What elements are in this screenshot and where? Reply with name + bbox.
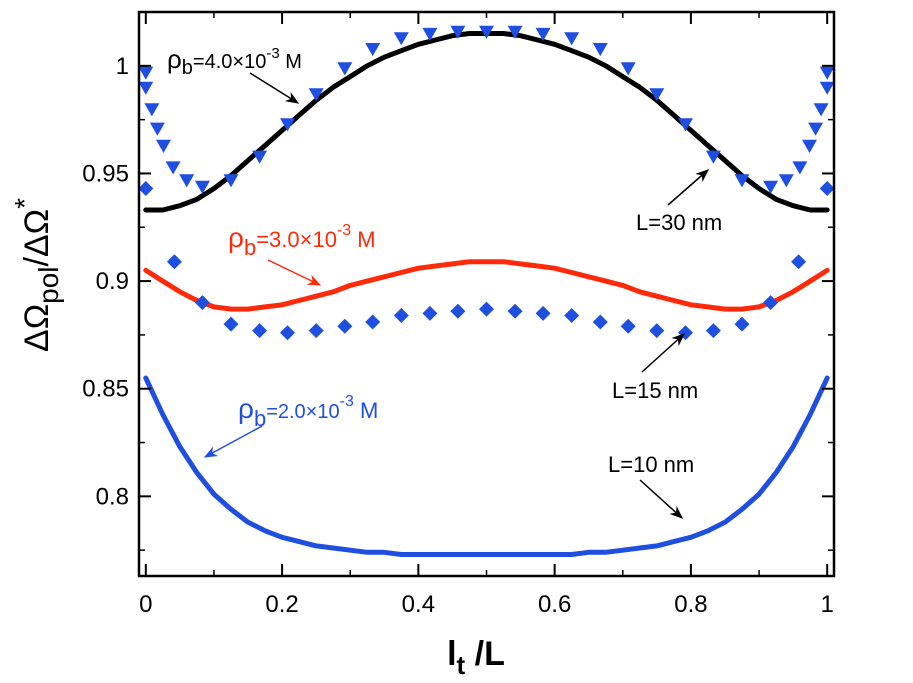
triangle-marker-1-7 [179,174,195,188]
y-tick-label-2: 0.9 [96,268,129,295]
triangle-marker-1-15 [393,32,409,46]
triangle-marker-1-22 [592,43,608,57]
diamond-marker-3-4 [252,323,268,339]
diamond-marker-3-1 [166,254,182,270]
diamond-marker-3-22 [763,295,779,311]
diamond-marker-3-18 [649,323,665,339]
triangle-marker-1-10 [252,150,268,164]
diamond-marker-3-14 [535,305,551,321]
diamond-marker-2-2 [819,181,835,196]
triangle-marker-1-13 [337,62,353,76]
triangle-marker-1-23 [620,62,636,76]
diamond-marker-3-2 [194,295,210,311]
triangle-marker-1-19 [507,25,523,39]
arrow-rho-2e-3 [203,425,263,458]
diamond-marker-3-7 [337,318,353,334]
x-tick-label-2: 0.4 [402,591,435,618]
diamond-marker-3-11 [450,303,466,319]
x-axis-title: lt /L [447,635,505,680]
triangle-marker-1-33 [813,103,829,117]
y-tick-label-1: 0.85 [82,376,129,403]
diamond-marker-3-21 [734,316,750,332]
triangle-marker-1-9 [223,174,239,188]
diamond-marker-2-1 [138,181,154,196]
diamond-marker-3-16 [592,314,608,330]
diamond-marker-3-6 [308,323,324,339]
triangle-marker-1-26 [705,150,721,164]
x-tick-label-1: 0.2 [265,591,298,618]
triangle-marker-1-31 [802,139,817,153]
annotation-L10: L=10 nm [608,452,694,477]
triangle-marker-1-2 [138,81,154,95]
arrow-L10 [639,479,684,519]
diamond-marker-3-20 [705,323,721,339]
triangle-marker-1-8 [194,180,210,194]
y-tick-label-4: 1 [116,53,129,80]
diamond-marker-3-17 [620,318,636,334]
diamond-marker-3-8 [365,314,381,330]
diamond-marker-3-10 [422,305,438,321]
diamond-marker-3-13 [507,303,523,319]
arrow-rho-4e-3 [249,72,300,104]
triangle-marker-1-30 [792,161,808,175]
triangle-marker-1-1 [138,66,154,80]
triangle-marker-1-34 [819,81,835,95]
triangle-marker-1-21 [564,32,580,46]
diamond-marker-3-15 [564,308,580,323]
annotation-rho-3e-3: ρb=3.0×10-3 M [228,222,376,260]
annotation-rho-2e-3: ρb=2.0×10-3 M [238,393,378,431]
triangle-marker-1-25 [678,118,693,132]
triangle-marker-1-20 [535,27,551,41]
arrow-rho-3e-3 [267,259,322,286]
plot-frame [137,10,836,578]
diamond-marker-3-9 [393,308,409,323]
diamond-marker-3-12 [479,301,494,317]
diamond-marker-3-5 [280,325,295,341]
triangle-marker-1-5 [156,139,171,153]
triangle-marker-1-3 [144,103,160,117]
triangle-marker-1-24 [649,88,665,102]
annotation-L30: L=30 nm [636,210,722,235]
x-tick-label-4: 0.8 [674,591,707,618]
axes: 0 0.2 0.4 0.6 0.8 1 0.8 0.85 0.9 0.95 1 [82,10,836,618]
x-tick-label-5: 1 [821,591,834,618]
triangle-marker-1-29 [778,174,794,188]
triangle-marker-1-4 [149,122,165,136]
triangle-marker-1-6 [165,161,181,175]
triangle-marker-1-28 [763,180,779,194]
triangle-marker-1-11 [280,118,295,132]
triangle-marker-1-17 [450,25,466,39]
y-axis-title: ΔΩpol/ΔΩ* [9,198,64,352]
triangle-marker-1-35 [819,66,835,80]
triangle-marker-1-16 [422,27,438,41]
annotation-rho-4e-3: ρb=4.0×10-3 M [167,44,302,79]
x-tick-label-0: 0 [139,591,152,618]
arrow-L15 [641,333,686,373]
triangle-marker-1-27 [734,174,750,188]
triangle-marker-1-12 [308,88,324,102]
series-line-3 [143,375,830,557]
triangle-marker-1-32 [808,122,824,136]
plot-area [138,25,835,557]
x-tick-label-3: 0.6 [538,591,571,618]
diamond-marker-3-3 [223,316,239,332]
series-line-2 [143,259,830,312]
arrow-L30 [667,169,710,206]
y-tick-label-3: 0.95 [82,160,129,187]
triangle-marker-1-14 [365,43,381,57]
annotation-L15: L=15 nm [612,378,698,403]
y-tick-label-0: 0.8 [96,483,129,510]
triangle-marker-1-18 [479,25,494,39]
diamond-marker-3-23 [791,254,807,270]
